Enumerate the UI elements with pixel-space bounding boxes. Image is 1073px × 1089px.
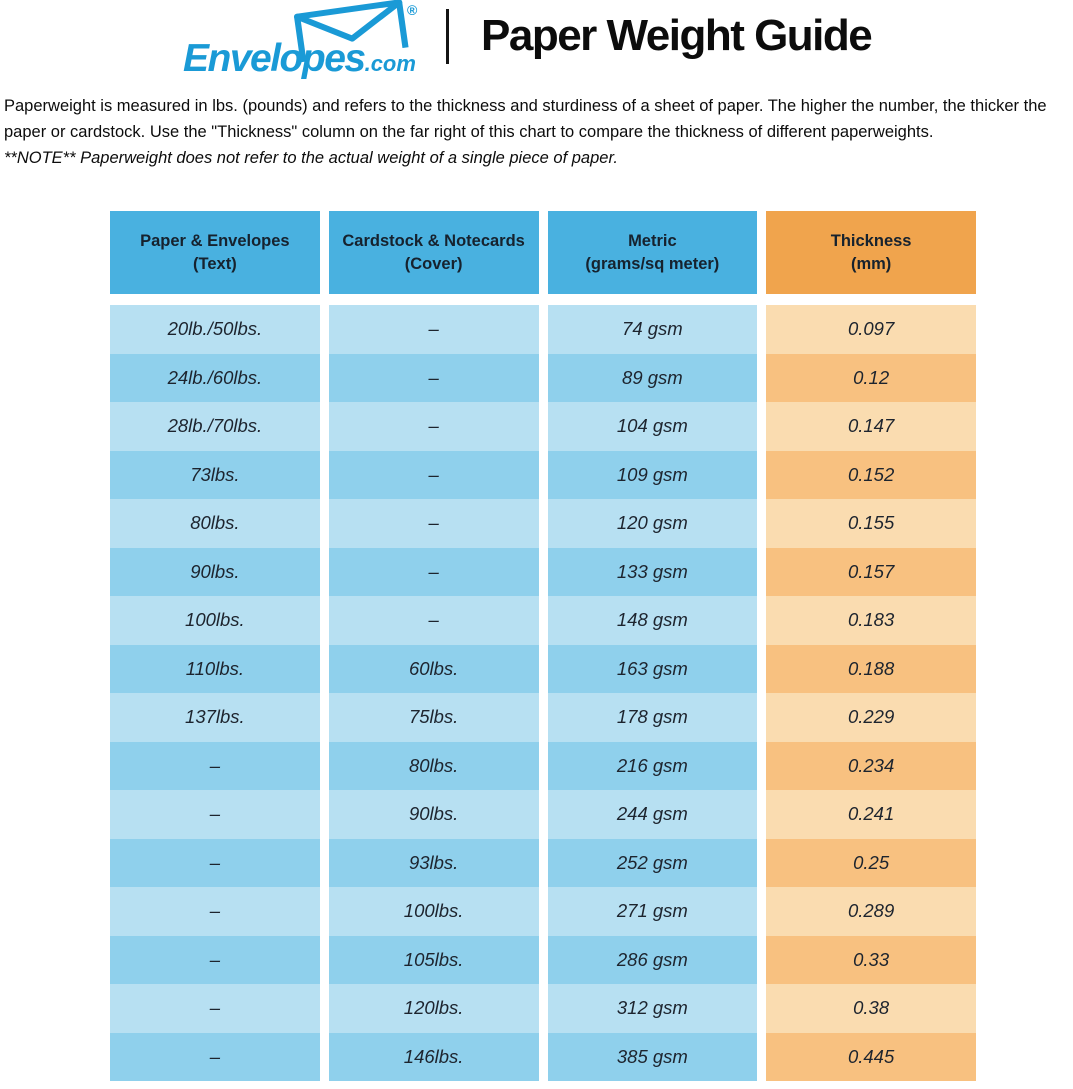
table-cell: 216 gsm [547, 741, 758, 790]
table-cell: 0.445 [766, 1032, 976, 1081]
table-cell: 0.183 [766, 596, 976, 645]
table-cell: – [328, 499, 539, 548]
table-cell: 75lbs. [328, 693, 539, 742]
table-cell: 0.33 [766, 935, 976, 984]
table-cell: 0.155 [766, 499, 976, 548]
table-cell: 20lb./50lbs. [110, 305, 320, 354]
table-cell: – [110, 790, 320, 839]
column-header-thickness: Thickness (mm) [766, 211, 976, 294]
table-cell: 286 gsm [547, 935, 758, 984]
table-cell: 0.234 [766, 741, 976, 790]
table-cell: 0.241 [766, 790, 976, 839]
table-cell: 60lbs. [328, 644, 539, 693]
column-header-cardstock-notecards: Cardstock & Notecards (Cover) [328, 211, 539, 294]
table-cell: – [110, 1032, 320, 1081]
table-cell: 0.147 [766, 402, 976, 451]
table-cell: 93lbs. [328, 838, 539, 887]
table-cell: 28lb./70lbs. [110, 402, 320, 451]
table-cell: 0.25 [766, 838, 976, 887]
table-cell: 137lbs. [110, 693, 320, 742]
table-cell: 120 gsm [547, 499, 758, 548]
table-cell: 90lbs. [110, 547, 320, 596]
table-cell: – [110, 887, 320, 936]
brand-name: Envelopes [183, 37, 366, 80]
table-cell: 100lbs. [328, 887, 539, 936]
brand-text: Envelopes.com [183, 39, 416, 78]
table-cell: 0.229 [766, 693, 976, 742]
table-cell: 0.289 [766, 887, 976, 936]
table-cell: 178 gsm [547, 693, 758, 742]
table-cell: 146lbs. [328, 1032, 539, 1081]
table-cell: – [328, 353, 539, 402]
table-cell: 109 gsm [547, 450, 758, 499]
column-header-metric: Metric (grams/sq meter) [547, 211, 758, 294]
table-cell: 110lbs. [110, 644, 320, 693]
table-cell: 80lbs. [110, 499, 320, 548]
page-title: Paper Weight Guide [481, 11, 873, 60]
table-cell: 104 gsm [547, 402, 758, 451]
table-cell: 163 gsm [547, 644, 758, 693]
table-cell: 24lb./60lbs. [110, 353, 320, 402]
table-cell: 0.152 [766, 450, 976, 499]
table-cell: – [110, 935, 320, 984]
table-cell: – [328, 450, 539, 499]
table-cell: – [110, 984, 320, 1033]
note-text: **NOTE** Paperweight does not refer to t… [4, 149, 618, 167]
table-cell: 0.188 [766, 644, 976, 693]
table-cell: 133 gsm [547, 547, 758, 596]
table-cell: – [328, 305, 539, 354]
table-cell: 100lbs. [110, 596, 320, 645]
table-cell: – [110, 838, 320, 887]
table-cell: 120lbs. [328, 984, 539, 1033]
table-cell: 0.38 [766, 984, 976, 1033]
envelopes-logo: ® Envelopes.com [183, 0, 528, 82]
table-cell: – [110, 741, 320, 790]
table-cell: 385 gsm [547, 1032, 758, 1081]
table-cell: 105lbs. [328, 935, 539, 984]
table-cell: – [328, 596, 539, 645]
envelope-icon [294, 0, 409, 63]
table-cell: 148 gsm [547, 596, 758, 645]
column-header-paper-envelopes: Paper & Envelopes (Text) [110, 211, 320, 294]
table-cell: 252 gsm [547, 838, 758, 887]
table-cell: 244 gsm [547, 790, 758, 839]
brand-tld: .com [364, 51, 416, 76]
registered-mark-icon: ® [407, 2, 418, 18]
table-cell: 73lbs. [110, 450, 320, 499]
table-cell: 80lbs. [328, 741, 539, 790]
table-cell: 74 gsm [547, 305, 758, 354]
table-cell: – [328, 547, 539, 596]
intro-paragraph: Paperweight is measured in lbs. (pounds)… [4, 97, 1047, 141]
table-cell: 89 gsm [547, 353, 758, 402]
table-cell: 90lbs. [328, 790, 539, 839]
table-cell: 0.097 [766, 305, 976, 354]
table-cell: – [328, 402, 539, 451]
table-cell: 271 gsm [547, 887, 758, 936]
paper-weight-table: Paper & Envelopes (Text) Cardstock & Not… [110, 211, 976, 1081]
table-cell: 0.157 [766, 547, 976, 596]
table-cell: 0.12 [766, 353, 976, 402]
table-cell: 312 gsm [547, 984, 758, 1033]
header-divider [446, 9, 449, 64]
